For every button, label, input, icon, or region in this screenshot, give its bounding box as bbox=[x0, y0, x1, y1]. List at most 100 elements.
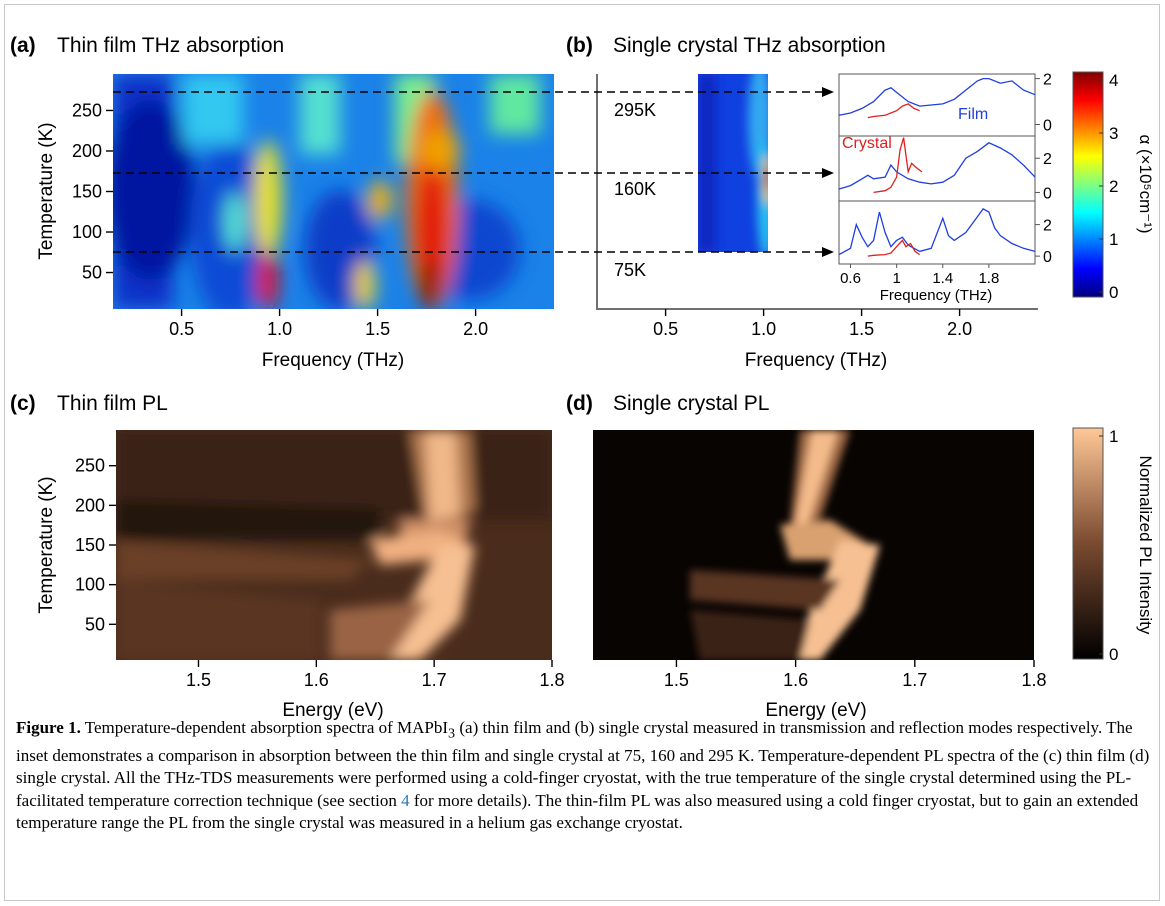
inset: 0 2 0 2 0 2 0.6 1 1.4 1.8 Film Crystal Frequency… bbox=[838, 72, 1052, 304]
panel-c-ytick-label: 250 bbox=[75, 456, 105, 476]
colorbar-thz-tick-label: 1 bbox=[1109, 230, 1118, 249]
inset-series-crystal-160K bbox=[873, 137, 923, 194]
panel-a-axes: 50 100 150 200 250 0.5 1.0 1.5 2.0 Temperature … bbox=[36, 100, 488, 371]
colorbar-pl: 0 1 Normalized PL Intensity bbox=[1072, 427, 1155, 664]
inset-series-film-160K bbox=[838, 142, 1036, 190]
panel-b-temperature-labels: 295K 160K 75K bbox=[614, 100, 656, 280]
inset-ytick-label: 0 bbox=[1043, 249, 1052, 266]
panel-c-ytick-label: 100 bbox=[75, 575, 105, 595]
panel-a-xtick-label: 1.5 bbox=[365, 319, 390, 339]
panel-c-letter: (c) bbox=[10, 392, 36, 415]
panel-c-ytick-label: 200 bbox=[75, 495, 105, 515]
panel-a-ytick-label: 50 bbox=[82, 263, 102, 283]
panel-c-xtick-label: 1.6 bbox=[304, 670, 329, 690]
colorbar-pl-tick-label: 0 bbox=[1109, 645, 1118, 664]
inset-series-crystal-295K bbox=[867, 103, 920, 119]
panel-d-heatmap bbox=[593, 430, 1034, 660]
figure-caption: Figure 1. Temperature-dependent absorpti… bbox=[16, 717, 1151, 835]
panel-a-xlabel: Frequency (THz) bbox=[262, 350, 405, 371]
panel-b-xtick-label: 2.0 bbox=[947, 319, 972, 339]
panel-c-ytick-label: 150 bbox=[75, 535, 105, 555]
inset-series-crystal-75K bbox=[867, 239, 921, 257]
panel-b-title-text: Single crystal THz absorption bbox=[613, 34, 886, 57]
panel-c-ylabel: Temperature (K) bbox=[36, 476, 57, 613]
panel-c-xtick-label: 1.7 bbox=[422, 670, 447, 690]
inset-ytick-label: 0 bbox=[1043, 185, 1052, 202]
colorbar-pl-gradient bbox=[1072, 427, 1104, 660]
panel-a-ylabel: Temperature (K) bbox=[36, 122, 57, 259]
caption-text-3: for more details). The thin-film PL was … bbox=[16, 790, 1139, 833]
panel-c-xtick-label: 1.5 bbox=[186, 670, 211, 690]
caption-label: Figure 1. bbox=[16, 718, 81, 737]
colorbar-thz-tick-label: 3 bbox=[1109, 124, 1118, 143]
caption-section-link[interactable]: 4 bbox=[401, 790, 410, 810]
panel-c-title-text: Thin film PL bbox=[57, 392, 168, 415]
inset-ytick-label: 2 bbox=[1043, 218, 1052, 235]
panel-a-ytick-label: 250 bbox=[72, 100, 102, 120]
panel-d-xtick-label: 1.6 bbox=[783, 670, 808, 690]
panel-c-heatmap bbox=[116, 430, 552, 660]
panel-c-xlabel: Energy (eV) bbox=[282, 700, 383, 721]
colorbar-pl-label: Normalized PL Intensity bbox=[1136, 456, 1155, 635]
arrowhead-295K bbox=[822, 87, 834, 97]
caption-text-2: (a) thin film and (b) single crystal mea… bbox=[16, 718, 1150, 810]
colorbar-thz-label: α (×10⁵cm⁻¹) bbox=[1136, 134, 1155, 233]
inset-ytick-label: 0 bbox=[1043, 118, 1052, 135]
panel-a-ytick-label: 100 bbox=[72, 222, 102, 242]
panel-a-title: (a) Thin film THz absorption bbox=[10, 34, 284, 57]
panel-b-xtick-label: 1.0 bbox=[751, 319, 776, 339]
panel-c-xtick-label: 1.8 bbox=[539, 670, 564, 690]
guide-arrowheads bbox=[822, 87, 834, 257]
panel-a-letter: (a) bbox=[10, 34, 36, 57]
panel-c-ytick-label: 50 bbox=[85, 614, 105, 634]
panel-d-xtick-label: 1.7 bbox=[902, 670, 927, 690]
panel-b-xtick-label: 0.5 bbox=[653, 319, 678, 339]
panel-c-axes: 50 100 150 200 250 1.5 1.6 1.7 1.8 Temperature … bbox=[36, 456, 565, 721]
inset-ytick-label: 2 bbox=[1043, 151, 1052, 168]
temp-label-160K: 160K bbox=[614, 179, 656, 199]
panel-d-xtick-label: 1.5 bbox=[664, 670, 689, 690]
temp-label-75K: 75K bbox=[614, 260, 646, 280]
dashed-guides bbox=[113, 91, 822, 253]
inset-xtick-label: 1 bbox=[892, 270, 900, 287]
caption-text-1: Temperature-dependent absorption spectra… bbox=[80, 718, 449, 737]
colorbar-thz: 0 1 2 3 4 α (×10⁵cm⁻¹) bbox=[1072, 71, 1155, 302]
panel-b-heatmap bbox=[698, 74, 768, 252]
inset-legend-film: Film bbox=[958, 106, 988, 123]
inset-xlabel: Frequency (THz) bbox=[880, 287, 993, 304]
panel-a-ytick-label: 150 bbox=[72, 182, 102, 202]
panel-b-letter: (b) bbox=[566, 34, 593, 57]
panel-a-xtick-label: 2.0 bbox=[463, 319, 488, 339]
colorbar-thz-gradient bbox=[1072, 71, 1104, 298]
panel-d-letter: (d) bbox=[566, 392, 593, 415]
panel-a-xtick-label: 0.5 bbox=[169, 319, 194, 339]
arrowhead-160K bbox=[822, 168, 834, 178]
inset-frame bbox=[838, 73, 1036, 265]
colorbar-pl-tick-label: 1 bbox=[1109, 427, 1118, 446]
panel-b-title: (b) Single crystal THz absorption bbox=[566, 34, 886, 57]
caption-subscript: 3 bbox=[448, 725, 456, 742]
inset-ytick-label: 2 bbox=[1043, 72, 1052, 89]
inset-xtick-label: 1.4 bbox=[932, 270, 953, 287]
inset-xtick-label: 0.6 bbox=[840, 270, 861, 287]
inset-xtick-label: 1.8 bbox=[978, 270, 999, 287]
inset-legend-crystal: Crystal bbox=[842, 135, 892, 152]
panel-d-title-text: Single crystal PL bbox=[613, 392, 769, 415]
panel-d-axes: 1.5 1.6 1.7 1.8 Energy (eV) bbox=[664, 660, 1047, 721]
inset-series-film-295K bbox=[838, 77, 1036, 116]
panel-a-heatmap bbox=[113, 74, 554, 309]
colorbar-thz-tick-label: 0 bbox=[1109, 283, 1118, 302]
panel-a-title-text: Thin film THz absorption bbox=[57, 34, 284, 57]
panel-b-axes: 0.5 1.0 1.5 2.0 Frequency (THz) bbox=[596, 74, 1038, 371]
figure-frame bbox=[4, 4, 1160, 901]
temp-label-295K: 295K bbox=[614, 100, 656, 120]
panel-a-xtick-label: 1.0 bbox=[267, 319, 292, 339]
panel-a-ytick-label: 200 bbox=[72, 141, 102, 161]
colorbar-thz-tick-label: 4 bbox=[1109, 71, 1118, 90]
panel-d-title: (d) Single crystal PL bbox=[566, 392, 769, 415]
panel-b-xtick-label: 1.5 bbox=[849, 319, 874, 339]
panel-d-xtick-label: 1.8 bbox=[1021, 670, 1046, 690]
arrowhead-75K bbox=[822, 247, 834, 257]
panel-c-title: (c) Thin film PL bbox=[10, 392, 168, 415]
